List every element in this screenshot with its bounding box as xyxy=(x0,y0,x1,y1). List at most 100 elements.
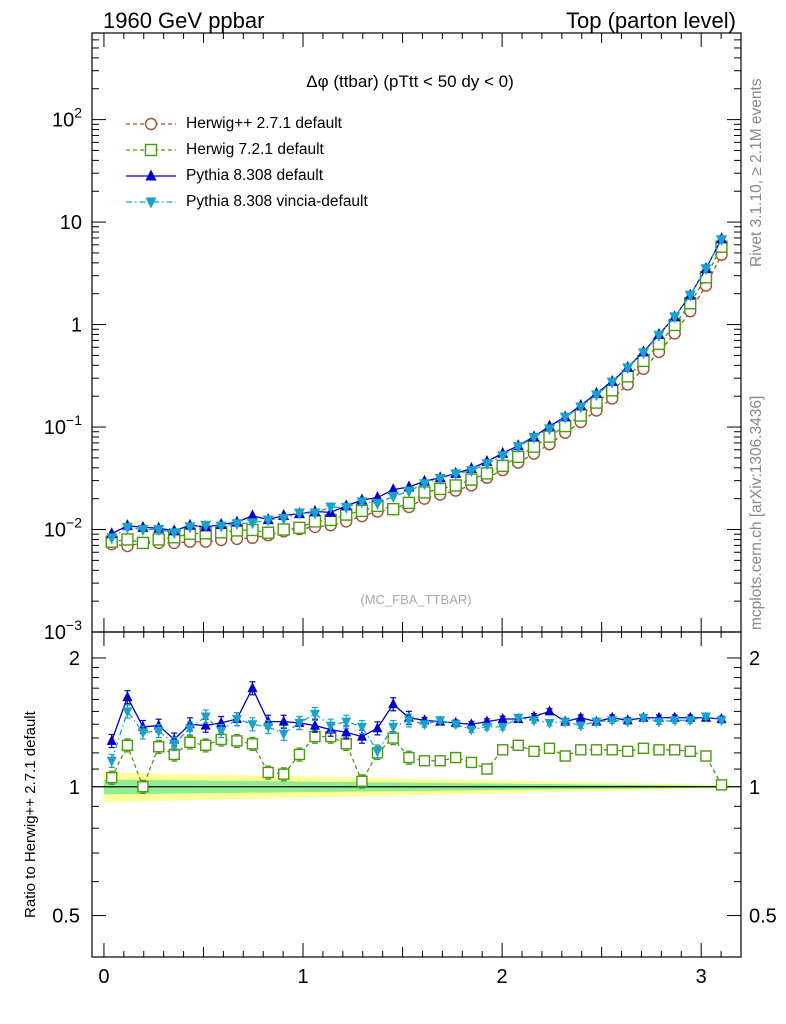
data-point-vincia xyxy=(575,402,587,414)
ratio-point-vincia xyxy=(263,722,274,733)
ratio-y-tick-label: 1 xyxy=(69,777,80,799)
ratio-point-herwig7 xyxy=(152,741,165,753)
data-point-vincia xyxy=(106,533,118,545)
ratio-point-vincia xyxy=(481,722,492,733)
data-point-vincia xyxy=(137,525,149,537)
ratio-point-vincia xyxy=(700,712,711,723)
legend-label-vincia: Pythia 8.308 vincia-default xyxy=(186,193,368,210)
ratio-point-herwig7 xyxy=(309,730,321,743)
ratio-point-vincia xyxy=(607,716,618,727)
ratio-y-tick-label-right: 1 xyxy=(749,777,760,799)
ratio-y-tick-label: 0.5 xyxy=(52,906,80,928)
ratio-point-herwig7 xyxy=(246,738,259,750)
data-point-vincia xyxy=(669,312,681,324)
data-point-vincia xyxy=(215,521,227,533)
data-point-herwig7 xyxy=(121,533,134,546)
ratio-point-vincia xyxy=(372,747,383,758)
analysis-watermark: (MC_FBA_TTBAR) xyxy=(360,592,471,607)
data-point-vincia xyxy=(293,508,305,520)
ratio-point-herwig7 xyxy=(528,745,540,758)
ratio-point-herwig7 xyxy=(497,744,509,756)
data-point-vincia xyxy=(481,459,493,471)
legend-marker-herwig7 xyxy=(144,143,158,157)
ratio-point-herwig7 xyxy=(669,744,681,756)
data-point-vincia xyxy=(528,432,540,444)
ratio-point-pythia xyxy=(356,730,367,741)
ratio-point-pythia xyxy=(200,719,211,730)
ratio-point-herwig7 xyxy=(262,766,274,779)
data-point-vincia xyxy=(497,451,509,463)
ratio-point-vincia xyxy=(528,716,539,727)
ratio-line-herwig7 xyxy=(111,735,723,789)
ratio-point-vincia xyxy=(560,717,571,728)
ratio-point-vincia xyxy=(278,729,289,740)
data-point-vincia xyxy=(653,330,665,342)
data-point-herwig7 xyxy=(433,482,447,496)
ratio-point-vincia xyxy=(450,720,461,731)
x-tick-label: 0 xyxy=(98,966,109,988)
y-tick-label: 10−1 xyxy=(44,412,82,439)
ratio-y-tick-label-right: 0.5 xyxy=(749,906,777,928)
data-point-vincia xyxy=(622,363,634,375)
ratio-point-herwig7 xyxy=(653,744,665,756)
series-line-herwig-pp xyxy=(111,254,723,547)
data-point-herwig7 xyxy=(449,479,462,492)
data-point-herwig7 xyxy=(402,496,416,510)
ratio-point-herwig7 xyxy=(184,736,196,749)
ratio-point-pythia xyxy=(247,682,258,693)
ratio-point-herwig7 xyxy=(512,739,524,751)
series-line-herwig7 xyxy=(111,246,723,544)
data-point-herwig7 xyxy=(387,502,400,516)
ratio-point-herwig7 xyxy=(465,756,478,769)
ratio-point-pythia xyxy=(309,719,320,730)
ratio-point-herwig7 xyxy=(700,750,712,762)
data-point-herwig7 xyxy=(277,523,290,536)
ratio-point-vincia xyxy=(622,717,633,728)
ratio-point-herwig7 xyxy=(575,744,587,756)
series-line-pythia xyxy=(111,238,723,535)
data-point-herwig7 xyxy=(293,521,306,534)
ratio-point-herwig7 xyxy=(278,768,290,780)
data-point-vincia xyxy=(512,442,524,454)
ratio-point-vincia xyxy=(591,717,602,728)
y-tick-label: 102 xyxy=(52,105,82,132)
ratio-point-vincia xyxy=(716,716,727,727)
legend-label-herwig-pp: Herwig++ 2.7.1 default xyxy=(186,115,342,132)
data-point-vincia xyxy=(543,424,555,436)
ratio-point-pythia xyxy=(388,698,399,709)
ratio-point-herwig7 xyxy=(403,751,415,764)
legend-marker-pythia xyxy=(145,169,157,181)
ratio-point-herwig7 xyxy=(121,739,134,751)
ratio-point-pythia xyxy=(341,726,352,737)
ratio-point-vincia xyxy=(356,722,367,733)
data-point-vincia xyxy=(403,486,415,498)
ratio-point-herwig7 xyxy=(387,732,399,744)
ratio-point-vincia xyxy=(247,720,258,731)
ratio-point-herwig7 xyxy=(684,745,696,758)
y-tick-label: 10−2 xyxy=(44,515,82,542)
ratio-point-vincia xyxy=(231,715,242,726)
legend-label-herwig7: Herwig 7.2.1 default xyxy=(186,141,324,158)
ratio-point-herwig7 xyxy=(559,750,571,762)
data-point-vincia xyxy=(309,508,321,520)
data-point-vincia xyxy=(168,528,180,540)
data-point-vincia xyxy=(184,522,196,534)
data-point-vincia xyxy=(450,469,462,481)
ratio-point-herwig7 xyxy=(450,751,462,764)
legend-marker-herwig-pp xyxy=(144,117,158,131)
ratio-point-vincia xyxy=(106,756,117,767)
ratio-point-vincia xyxy=(685,716,696,727)
ratio-point-pythia xyxy=(122,691,133,702)
data-point-vincia xyxy=(231,519,243,531)
ratio-point-vincia xyxy=(653,717,664,728)
legend-marker-vincia xyxy=(145,197,157,209)
data-point-vincia xyxy=(715,235,727,247)
ratio-point-vincia xyxy=(325,721,336,732)
x-tick-label: 2 xyxy=(497,966,508,988)
ratio-y-tick-label-right: 2 xyxy=(749,648,760,670)
x-tick-label: 3 xyxy=(696,966,707,988)
ratio-point-herwig7 xyxy=(481,763,493,775)
ratio-point-herwig7 xyxy=(340,738,352,750)
data-point-vincia xyxy=(700,264,712,276)
ratio-point-vincia xyxy=(153,726,164,737)
